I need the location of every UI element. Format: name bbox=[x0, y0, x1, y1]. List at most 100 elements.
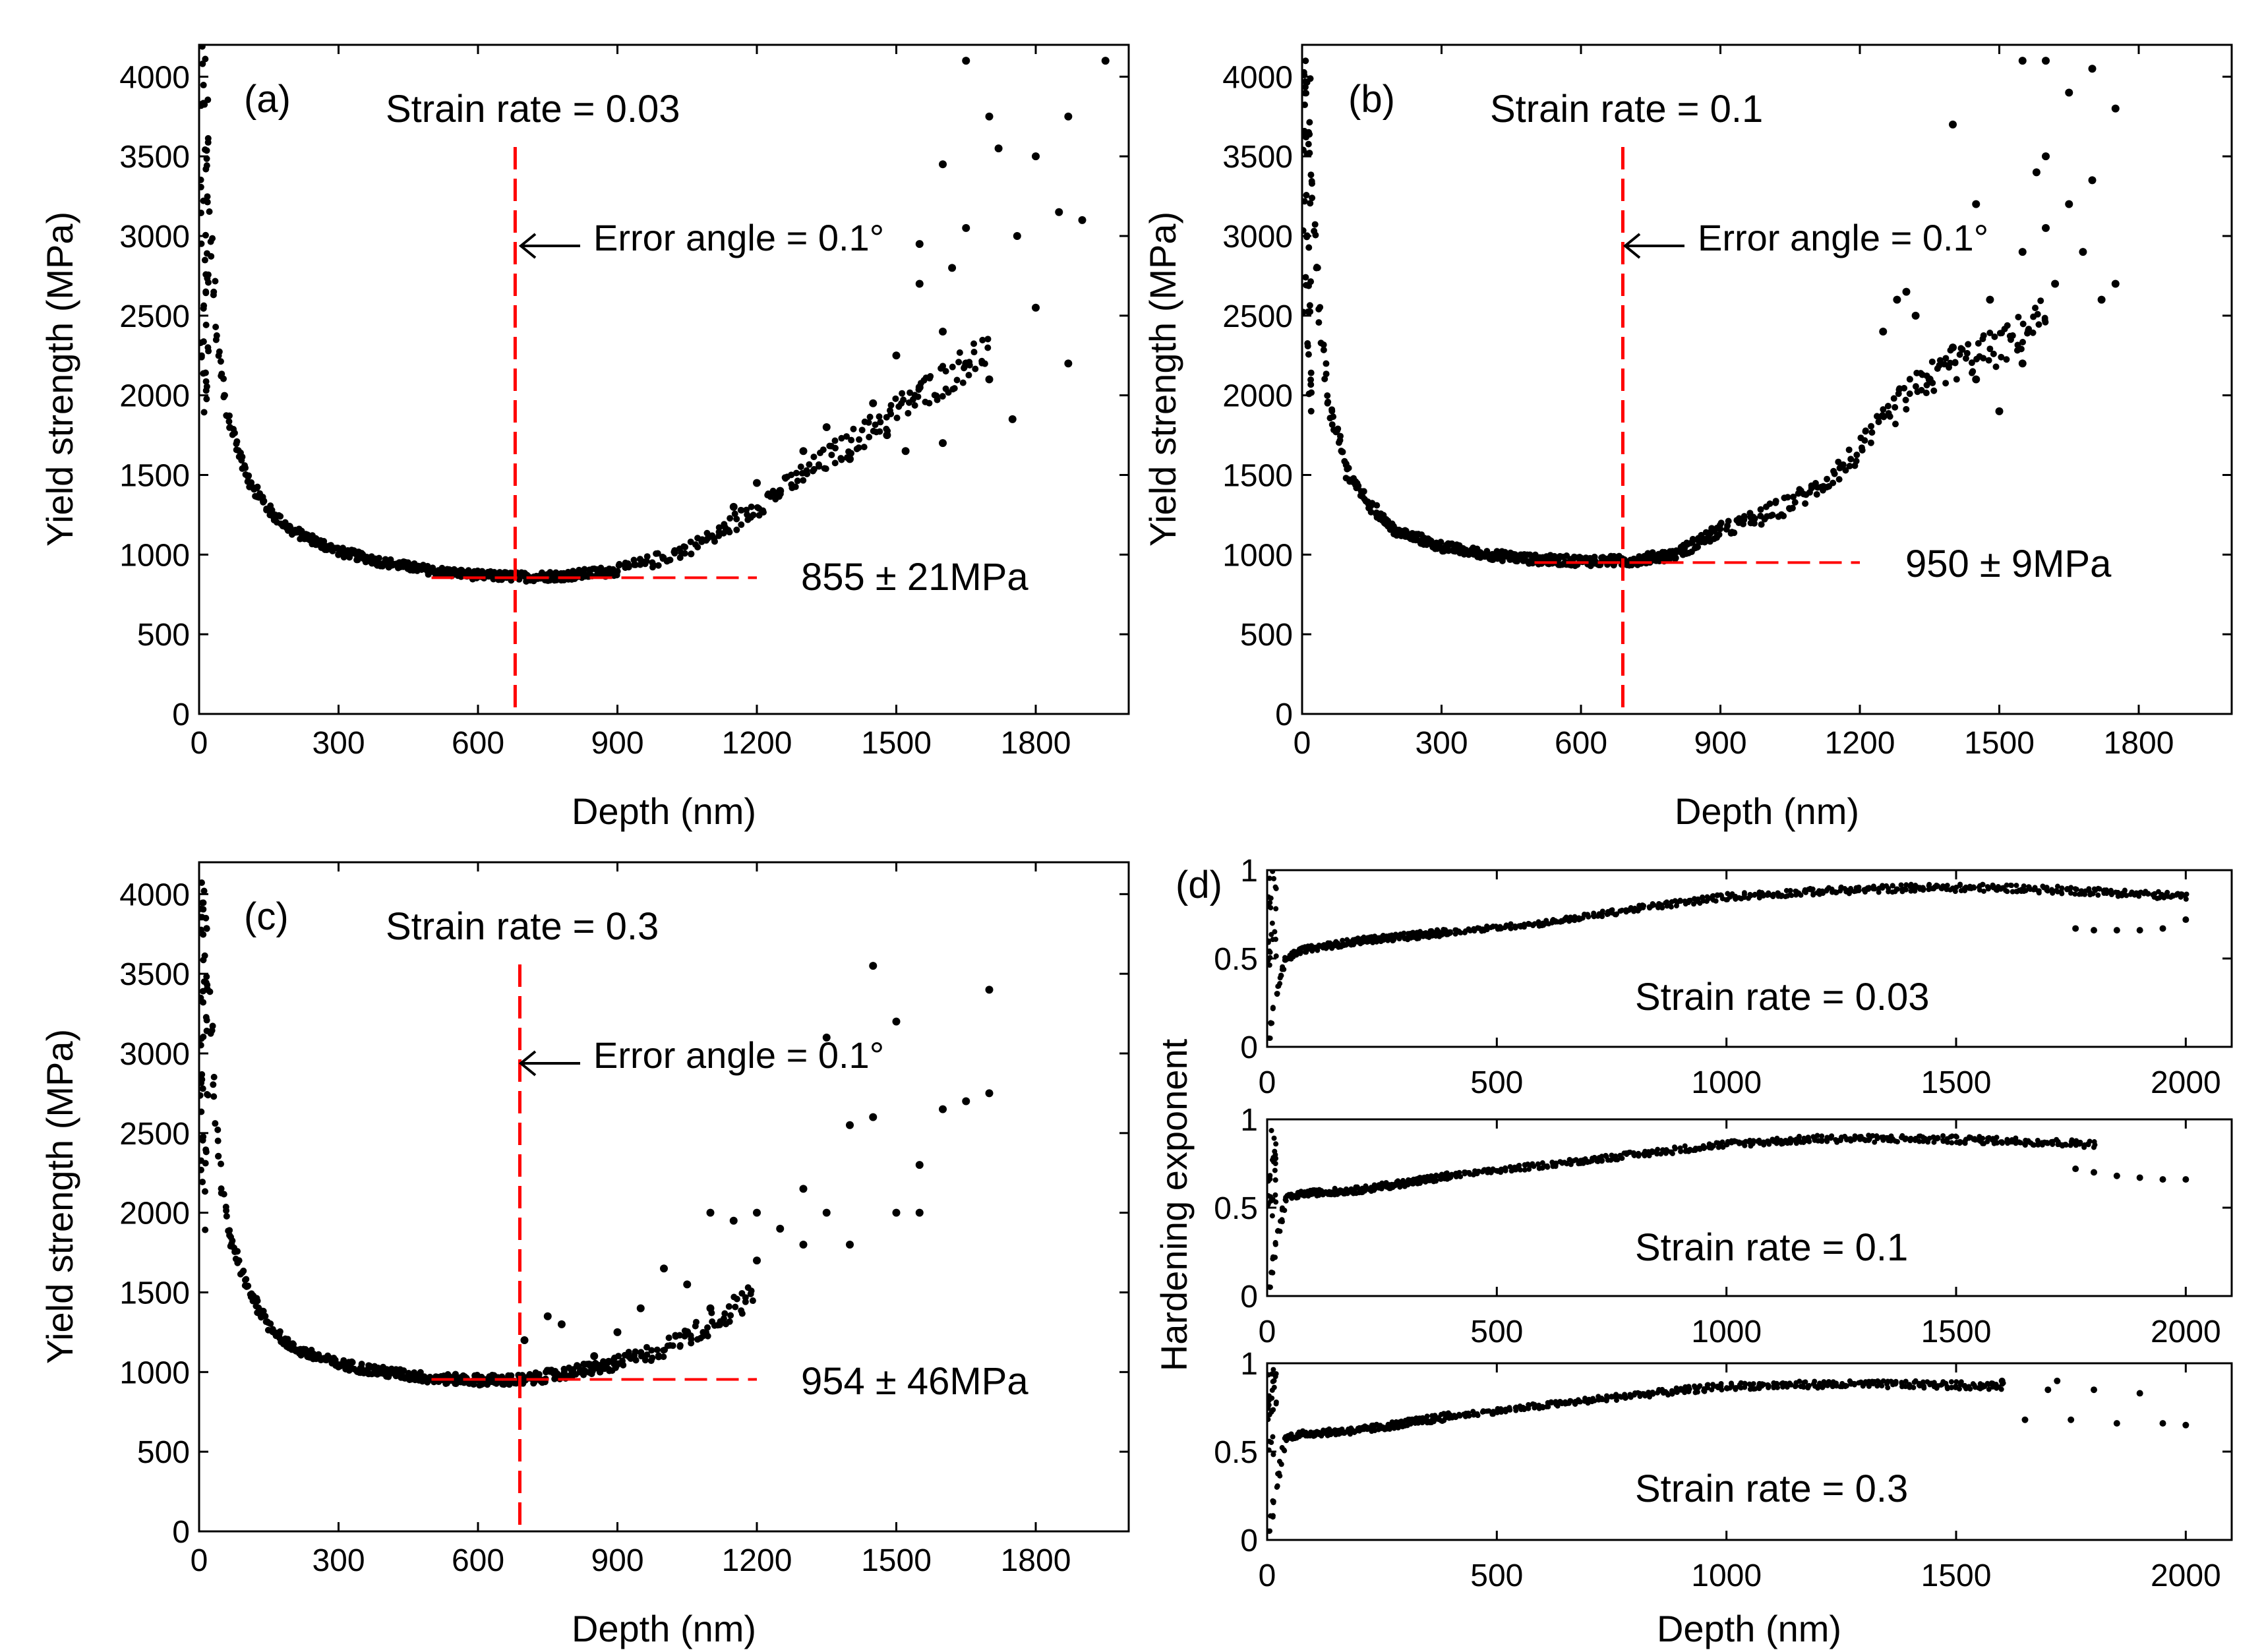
plot-c-point bbox=[218, 1185, 225, 1193]
plot-d1-point bbox=[1981, 888, 1986, 894]
axes-b-ytick-label: 2500 bbox=[1222, 299, 1293, 334]
plot-d1-scatter-point bbox=[2091, 927, 2097, 934]
axes-d1-xtick-label: 1000 bbox=[1691, 1065, 1762, 1100]
plot-d3-point bbox=[1765, 1382, 1771, 1388]
plot-a-point bbox=[794, 477, 801, 485]
plot-d1-point bbox=[1351, 941, 1357, 947]
plot-d3-scatter-point bbox=[2113, 1420, 2120, 1427]
plot-b-point bbox=[1901, 384, 1908, 392]
plot-a-point bbox=[769, 487, 777, 494]
plot-a-point bbox=[810, 467, 817, 475]
plot-d2-point bbox=[1874, 1133, 1880, 1139]
plot-b-point bbox=[1800, 490, 1807, 498]
plot-b-point bbox=[1998, 353, 2005, 361]
plot-d3-point bbox=[1858, 1379, 1864, 1385]
plot-b-point bbox=[1951, 359, 1959, 366]
plot-a-point bbox=[200, 82, 207, 89]
plot-d3-point bbox=[1694, 1389, 1700, 1395]
plot-a-scatter-point bbox=[962, 359, 970, 368]
plot-a-point bbox=[681, 550, 688, 557]
plot-a-point bbox=[866, 413, 874, 421]
plot-c-point bbox=[643, 1343, 651, 1351]
plot-d3-point bbox=[1862, 1380, 1868, 1386]
plot-a-point bbox=[727, 515, 734, 522]
plot-c-point bbox=[199, 988, 206, 995]
plot-d3-point bbox=[1773, 1380, 1779, 1386]
plot-a-point bbox=[949, 386, 957, 393]
plot-d2-point bbox=[1894, 1138, 1900, 1144]
panel-d2-strain-rate: Strain rate = 0.1 bbox=[1635, 1226, 1908, 1269]
plot-a-point bbox=[738, 521, 745, 528]
plot-d1-point bbox=[2095, 892, 2101, 898]
plot-c-scatter-point bbox=[729, 1216, 738, 1225]
plot-a-scatter-point bbox=[962, 223, 970, 232]
plot-d3-scatter-point bbox=[2021, 1416, 2029, 1423]
plot-b-point bbox=[1766, 500, 1773, 508]
plot-d1-point bbox=[1572, 914, 1578, 920]
plot-a-scatter-point bbox=[1032, 303, 1040, 312]
plot-a-point bbox=[858, 427, 866, 434]
plot-d1-point bbox=[1599, 908, 1605, 914]
plot-a-point bbox=[676, 554, 684, 561]
plot-b-scatter-point bbox=[2088, 176, 2097, 185]
plot-a-point bbox=[212, 278, 219, 285]
axes-c-xtick-label: 0 bbox=[191, 1543, 208, 1578]
plot-d1-point bbox=[1277, 975, 1283, 981]
plot-b-point bbox=[1304, 339, 1311, 347]
plot-b-point bbox=[1302, 274, 1309, 281]
plot-a-point bbox=[949, 363, 956, 370]
plot-a-point bbox=[981, 360, 988, 367]
plot-a-point bbox=[733, 516, 740, 523]
plot-a-scatter-point bbox=[948, 264, 957, 272]
plot-b-point bbox=[1980, 355, 1987, 362]
plot-d3-point bbox=[1924, 1379, 1930, 1385]
plot-d2-point bbox=[1870, 1133, 1876, 1138]
panel-b-result: 950 ± 9MPa bbox=[1905, 543, 2112, 585]
plot-d1-point bbox=[1911, 885, 1917, 891]
plot-d1-point bbox=[1268, 931, 1274, 937]
plot-c-point bbox=[417, 1369, 424, 1376]
plot-c-point bbox=[267, 1320, 274, 1328]
plot-d2-point bbox=[1669, 1150, 1675, 1156]
plot-b-scatter-point bbox=[1949, 343, 1957, 352]
axes-b-ytick-label: 1500 bbox=[1222, 459, 1293, 494]
plot-c-scatter-point bbox=[753, 1208, 761, 1217]
panel-a-ylabel: Yield strength (MPa) bbox=[39, 212, 80, 546]
plot-c-point bbox=[226, 1227, 233, 1234]
plot-a-point bbox=[738, 507, 745, 514]
plot-a-point bbox=[965, 372, 972, 379]
plot-b-point bbox=[1339, 448, 1346, 456]
plot-d1-point bbox=[1273, 906, 1279, 912]
plot-a-point bbox=[215, 352, 222, 359]
plot-b-point bbox=[1312, 231, 1319, 239]
plot-a-point bbox=[641, 560, 649, 568]
plot-c-point bbox=[660, 1353, 667, 1361]
plot-c-point bbox=[210, 1073, 218, 1080]
axes-d3-xtick-label: 2000 bbox=[2151, 1558, 2221, 1593]
plot-c-point bbox=[572, 1371, 580, 1378]
plot-d2-point bbox=[1621, 1150, 1627, 1156]
plot-c-scatter-point bbox=[869, 962, 878, 970]
axes-b-ytick-label: 0 bbox=[1275, 697, 1293, 732]
plot-d3-point bbox=[1956, 1386, 1962, 1392]
plot-c-point bbox=[200, 1133, 207, 1140]
plot-d3-point bbox=[1275, 1471, 1281, 1477]
plot-b-point bbox=[1727, 530, 1735, 537]
plot-d1-point bbox=[1952, 889, 1958, 895]
plot-c-point bbox=[643, 1351, 651, 1359]
plot-d3-point bbox=[1750, 1381, 1756, 1387]
panel-b: 0 300 600 900 1200 1500 1800 0 500 1000 1500 2000 25… bbox=[1142, 44, 2233, 832]
plot-d3-point bbox=[1920, 1379, 1926, 1385]
plot-d2-point bbox=[1456, 1173, 1462, 1179]
plot-a-point bbox=[970, 349, 978, 356]
plot-a-point bbox=[687, 538, 694, 545]
plot-d1-point bbox=[1267, 1035, 1272, 1041]
plot-d2-point bbox=[1819, 1138, 1825, 1144]
plot-a-point bbox=[636, 556, 643, 563]
plot-a-point bbox=[199, 353, 205, 361]
plot-b-point bbox=[1320, 341, 1327, 348]
plot-a-point bbox=[200, 409, 208, 416]
plot-d3-point bbox=[1270, 1367, 1276, 1372]
plot-d3-point bbox=[1271, 1378, 1277, 1384]
plot-d1-point bbox=[1921, 886, 1926, 892]
